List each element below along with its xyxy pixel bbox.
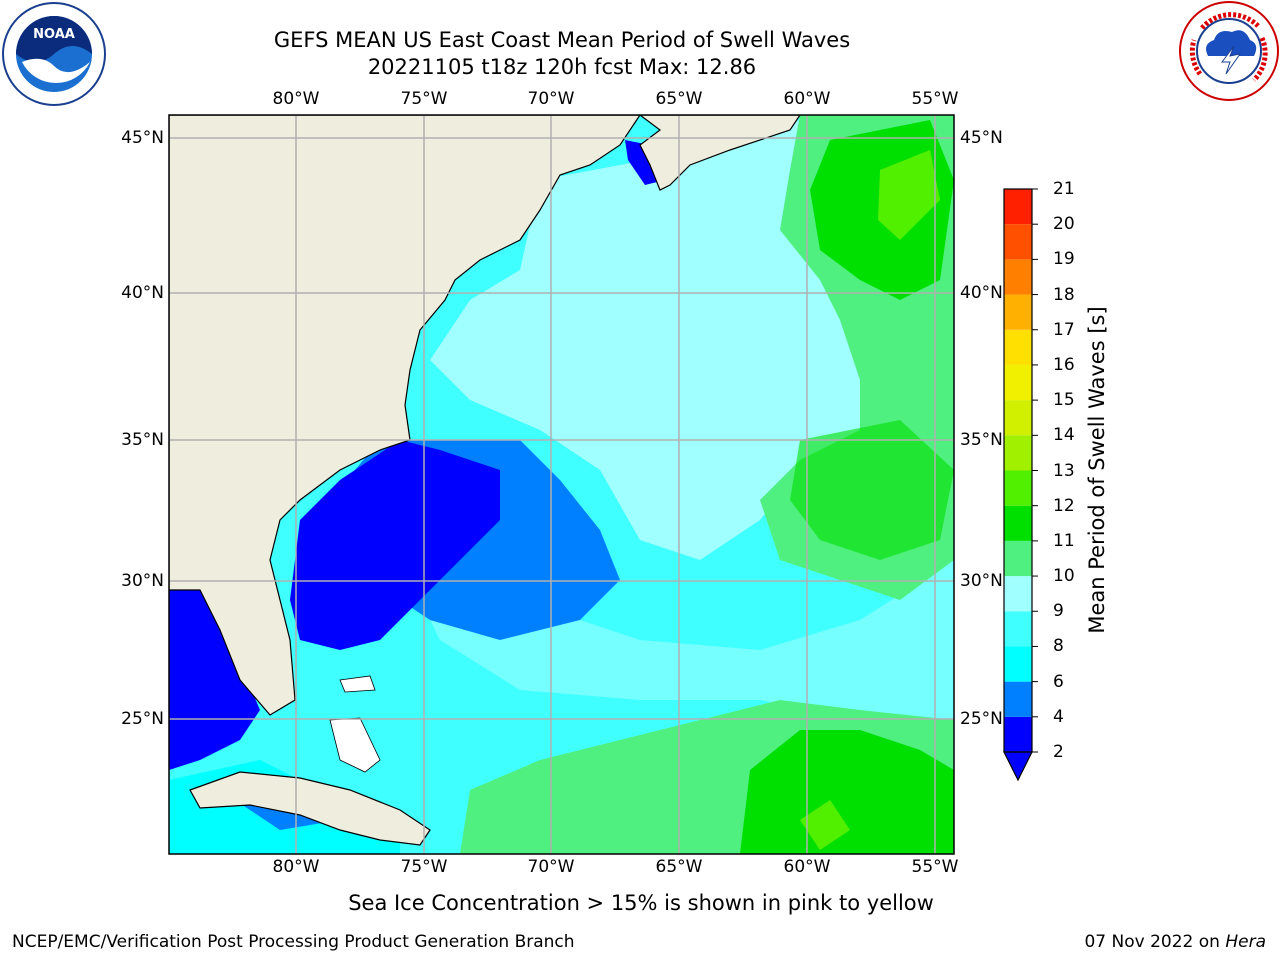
colorbar-segment: [1004, 681, 1032, 717]
map-graticule: [169, 115, 954, 854]
colorbar-segment: [1004, 329, 1032, 365]
colorbar-segment: [1004, 576, 1032, 612]
lon-label-bottom: 65°W: [655, 857, 703, 877]
colorbar-segment: [1004, 470, 1032, 506]
colorbar-segment: [1004, 224, 1032, 260]
colorbar-tick-label: 10: [1053, 566, 1075, 587]
lat-label-left: 40°N: [121, 283, 164, 303]
colorbar-tick-label: 19: [1053, 249, 1075, 270]
lon-label-top: 60°W: [783, 89, 831, 109]
lon-label-bottom: 55°W: [911, 857, 959, 877]
colorbar-tick-label: 4: [1053, 706, 1064, 727]
lon-label-top: 80°W: [272, 89, 320, 109]
colorbar-tick-label: 12: [1053, 495, 1075, 516]
lat-label-left: 35°N: [121, 430, 164, 450]
colorbar-segment: [1004, 646, 1032, 682]
colorbar-segment: [1004, 435, 1032, 471]
svg-text:NOAA: NOAA: [33, 27, 75, 42]
colorbar-tick-label: 11: [1053, 530, 1075, 551]
lat-label-right: 35°N: [960, 430, 1003, 450]
lat-label-right: 40°N: [960, 283, 1003, 303]
colorbar-segment: [1004, 400, 1032, 436]
colorbar-tick-label: 14: [1053, 425, 1075, 446]
lat-label-right: 30°N: [960, 571, 1003, 591]
map-frame: [168, 114, 955, 855]
colorbar-tick-label: 13: [1053, 460, 1075, 481]
colorbar-tick-label: 6: [1053, 671, 1064, 692]
colorbar-segment: [1004, 189, 1032, 225]
colorbar-segment: [1004, 505, 1032, 541]
credit-line: NCEP/EMC/Verification Post Processing Pr…: [12, 932, 575, 952]
cuba-land: [189, 771, 431, 846]
lat-label-right: 45°N: [960, 128, 1003, 148]
lon-label-bottom: 75°W: [400, 857, 448, 877]
lon-label-top: 75°W: [400, 89, 448, 109]
colorbar-segment: [1004, 540, 1032, 577]
lon-label-top: 65°W: [655, 89, 703, 109]
colorbar-tick-label: 16: [1053, 354, 1075, 375]
colorbar-segment: [1004, 611, 1032, 647]
date-text: 07 Nov 2022 on: [1084, 932, 1226, 952]
colorbar-tick-label: 20: [1053, 214, 1075, 235]
colorbar-segment: [1004, 716, 1032, 752]
map-title: GEFS MEAN US East Coast Mean Period of S…: [273, 28, 851, 52]
lon-label-bottom: 60°W: [783, 857, 831, 877]
host-name: Hera: [1225, 932, 1266, 952]
nws-logo: [1179, 1, 1279, 101]
lon-label-bottom: 70°W: [527, 857, 575, 877]
colorbar-tick-label: 18: [1053, 284, 1075, 305]
lon-label-top: 70°W: [527, 89, 575, 109]
lat-label-left: 45°N: [121, 128, 164, 148]
colorbar-segment: [1004, 364, 1032, 401]
sea-ice-footnote: Sea Ice Concentration > 15% is shown in …: [348, 891, 934, 915]
colorbar-segment: [1004, 259, 1032, 295]
lat-label-left: 25°N: [121, 709, 164, 729]
colorbar-tick-label: 21: [1053, 179, 1075, 199]
noaa-logo: NOAA: [2, 2, 106, 106]
colorbar-tick-label: 8: [1053, 636, 1064, 657]
lon-label-bottom: 80°W: [272, 857, 320, 877]
colorbar-extend-arrow: [1003, 751, 1033, 782]
north-america-land: [169, 115, 641, 716]
lat-label-left: 30°N: [121, 571, 164, 591]
colorbar-label: Mean Period of Swell Waves [s]: [1085, 306, 1109, 634]
colorbar-tick-label: 9: [1053, 601, 1064, 622]
colorbar-tick-label: 2: [1053, 742, 1064, 762]
colorbar-tick-label: 17: [1053, 319, 1075, 340]
colorbar-tick-label: 15: [1053, 390, 1075, 411]
colorbar: [1003, 188, 1038, 782]
lat-label-right: 25°N: [960, 709, 1003, 729]
lon-label-top: 55°W: [911, 89, 959, 109]
map-subtitle: 20221105 t18z 120h fcst Max: 12.86: [367, 55, 757, 79]
colorbar-segment: [1004, 294, 1032, 330]
date-line: 07 Nov 2022 on Hera: [1084, 932, 1266, 952]
